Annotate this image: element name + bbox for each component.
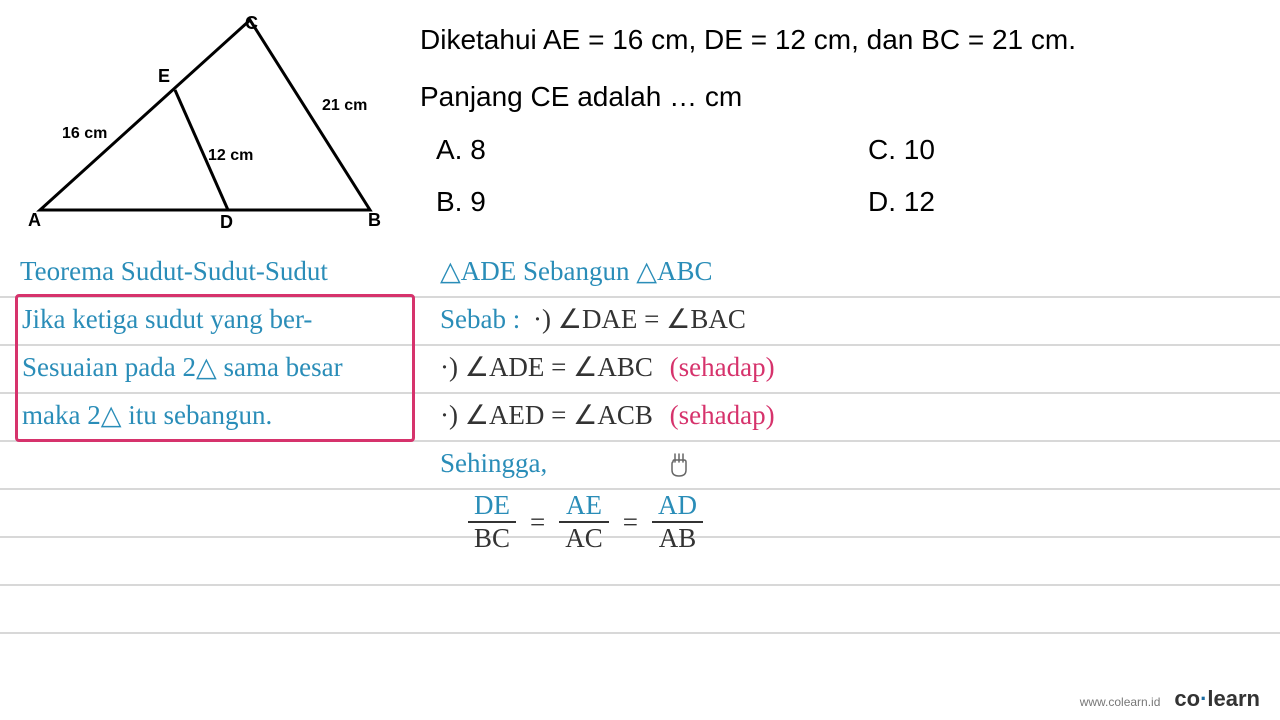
label-ae: 16 cm (62, 125, 107, 142)
triangle-svg: A B C D E 16 cm 12 cm 21 cm (20, 10, 390, 230)
question-text: Diketahui AE = 16 cm, DE = 12 cm, dan BC… (390, 10, 1260, 230)
vertex-d: D (220, 212, 233, 230)
choice-b: B. 9 (436, 186, 828, 218)
question-line-2: Panjang CE adalah … cm (420, 77, 1260, 116)
triangle-diagram: A B C D E 16 cm 12 cm 21 cm (20, 10, 390, 230)
question-line-1: Diketahui AE = 16 cm, DE = 12 cm, dan BC… (420, 20, 1260, 59)
vertex-e: E (158, 66, 170, 86)
footer: www.colearn.id co·learn (1080, 686, 1260, 712)
theorem-title: Teorema Sudut-Sudut-Sudut (20, 256, 328, 287)
work-sehadap-1: (sehadap) (670, 352, 775, 382)
footer-brand: co·learn (1174, 686, 1260, 712)
theorem-line-3: maka 2△ itu sebangun. (22, 400, 272, 431)
footer-url: www.colearn.id (1080, 695, 1161, 709)
handwriting-area: Teorema Sudut-Sudut-Sudut Jika ketiga su… (0, 250, 1280, 680)
work-sebab: Sebab : (440, 304, 520, 334)
vertex-c: C (245, 13, 258, 33)
work-angle-1: ·) ∠DAE = ∠BAC (533, 304, 746, 334)
answer-choices: A. 8 C. 10 B. 9 D. 12 (420, 134, 1260, 218)
label-ed: 12 cm (208, 147, 253, 164)
choice-c: C. 10 (868, 134, 1260, 166)
choice-a: A. 8 (436, 134, 828, 166)
work-therefore: Sehingga, (440, 448, 547, 479)
vertex-b: B (368, 210, 381, 230)
work-line-1: △ADE Sebangun △ABC (440, 256, 713, 287)
work-fraction: DE BC = AE AC = AD AB (468, 490, 703, 554)
theorem-line-1: Jika ketiga sudut yang ber- (22, 304, 312, 335)
vertex-a: A (28, 210, 41, 230)
work-angle-2: ·) ∠ADE = ∠ABC (440, 352, 653, 382)
label-bc: 21 cm (322, 97, 367, 114)
work-angle-3: ·) ∠AED = ∠ACB (440, 400, 653, 430)
cursor-icon (668, 452, 690, 484)
theorem-line-2: Sesuaian pada 2△ sama besar (22, 352, 343, 383)
choice-d: D. 12 (868, 186, 1260, 218)
work-sehadap-2: (sehadap) (670, 400, 775, 430)
